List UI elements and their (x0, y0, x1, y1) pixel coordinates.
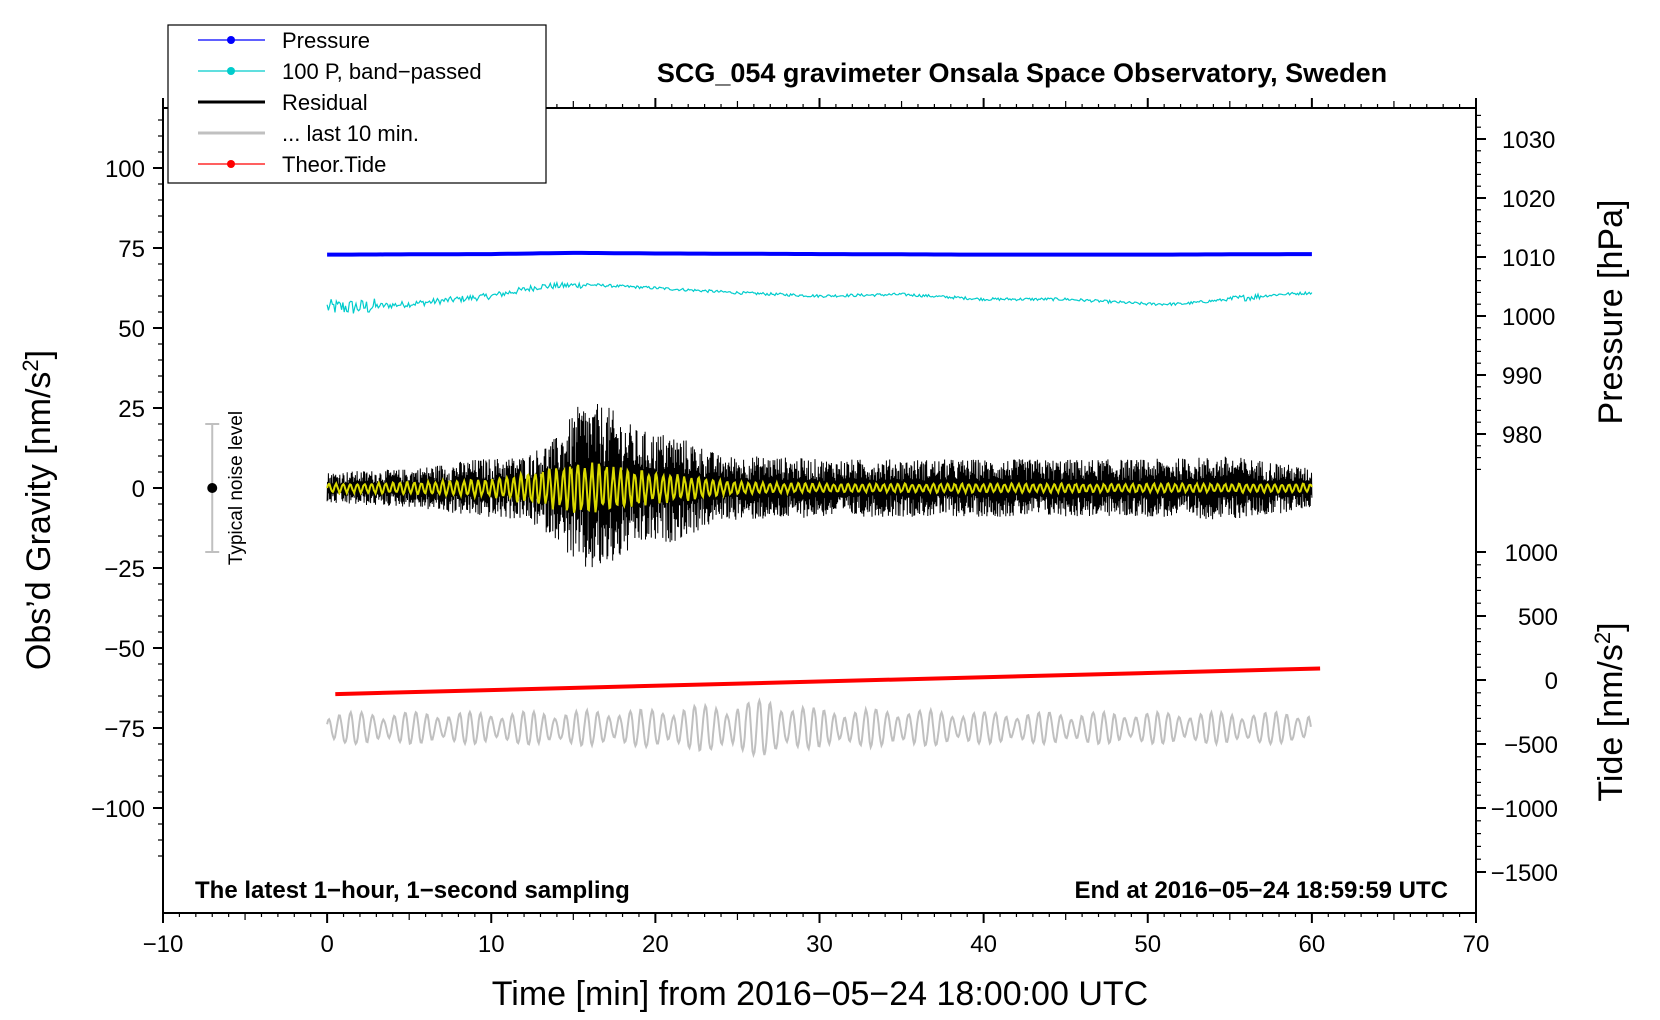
superscript-2: 2 (18, 359, 43, 371)
legend-label: Theor.Tide (282, 152, 386, 177)
x-tick-label: 0 (320, 931, 333, 958)
x-tick-label: 50 (1134, 931, 1161, 958)
x-tick-label: 20 (642, 931, 669, 958)
x-tick-label: 40 (970, 931, 997, 958)
x-axis-title: Time [min] from 2016−05−24 18:00:00 UTC (492, 975, 1148, 1013)
left-tick-label: 25 (118, 396, 145, 423)
legend-marker (227, 36, 235, 44)
legend-marker (227, 160, 235, 168)
pressure-tick-label: 1000 (1502, 304, 1555, 331)
noise-label: Typical noise level (226, 411, 247, 565)
noise-center-dot (207, 483, 218, 493)
left-tick-label: −100 (91, 796, 145, 823)
tide-tick-label: 1000 (1505, 540, 1558, 567)
x-tick-label: 10 (478, 931, 505, 958)
left-tick-label: −25 (104, 556, 145, 583)
left-tick-label: 50 (118, 316, 145, 343)
y-axis-title-tide: Tide [nm/s2] (1590, 622, 1630, 801)
x-tick-label: 30 (806, 931, 833, 958)
left-tick-label: −75 (104, 716, 145, 743)
legend-box (167, 24, 547, 184)
noise-level-indicator: Typical noise level (205, 411, 247, 565)
tide-tick-label: 0 (1545, 668, 1558, 695)
pressure-line (327, 250, 1312, 257)
legend: Pressure 100 P, band−passed Residual ... la… (167, 24, 547, 184)
x-tick-label: −10 (143, 931, 184, 958)
axis-labels: −10 0 10 20 30 40 50 60 701007550250−25−50−75−10… (91, 127, 1558, 958)
last-10-min-line (326, 697, 1312, 759)
y-axis-title-pressure: Pressure [hPa] (1592, 200, 1630, 425)
legend-label: Residual (282, 90, 368, 115)
residual-smoothed-line (326, 462, 1313, 513)
left-tick-label: 0 (132, 476, 145, 503)
tide-tick-label: −1500 (1491, 860, 1558, 887)
left-tick-label: −50 (104, 636, 145, 663)
legend-label: ... last 10 min. (282, 121, 419, 146)
legend-marker (227, 67, 235, 75)
pressure-tick-label: 980 (1502, 422, 1542, 449)
pressure-tick-label: 1010 (1502, 245, 1555, 272)
band-passed-pressure-line (326, 280, 1313, 314)
chart-title: SCG_054 gravimeter Onsala Space Observat… (657, 58, 1387, 88)
tide-tick-label: 500 (1518, 604, 1558, 631)
plot-frame (162, 107, 1477, 914)
info-left: The latest 1−hour, 1−second sampling (195, 877, 630, 904)
data-series (326, 250, 1321, 759)
pressure-tick-label: 1030 (1502, 127, 1555, 154)
pressure-tick-label: 990 (1502, 363, 1542, 390)
x-tick-label: 70 (1463, 931, 1490, 958)
tide-tick-label: −500 (1504, 732, 1558, 759)
info-right: End at 2016−05−24 18:59:59 UTC (1074, 877, 1448, 904)
y-axis-title-left: Obs’d Gravity [nm/s2] (18, 350, 58, 670)
left-tick-label: 75 (118, 236, 145, 263)
x-tick-label: 60 (1299, 931, 1326, 958)
superscript-2: 2 (1590, 632, 1615, 644)
tide-tick-label: −1000 (1491, 796, 1558, 823)
theoretical-tide-line (335, 666, 1321, 697)
left-tick-label: 100 (105, 156, 145, 183)
legend-label: Pressure (282, 28, 370, 53)
residual-line (326, 403, 1313, 568)
legend-label: 100 P, band−passed (282, 59, 482, 84)
pressure-tick-label: 1020 (1502, 186, 1555, 213)
